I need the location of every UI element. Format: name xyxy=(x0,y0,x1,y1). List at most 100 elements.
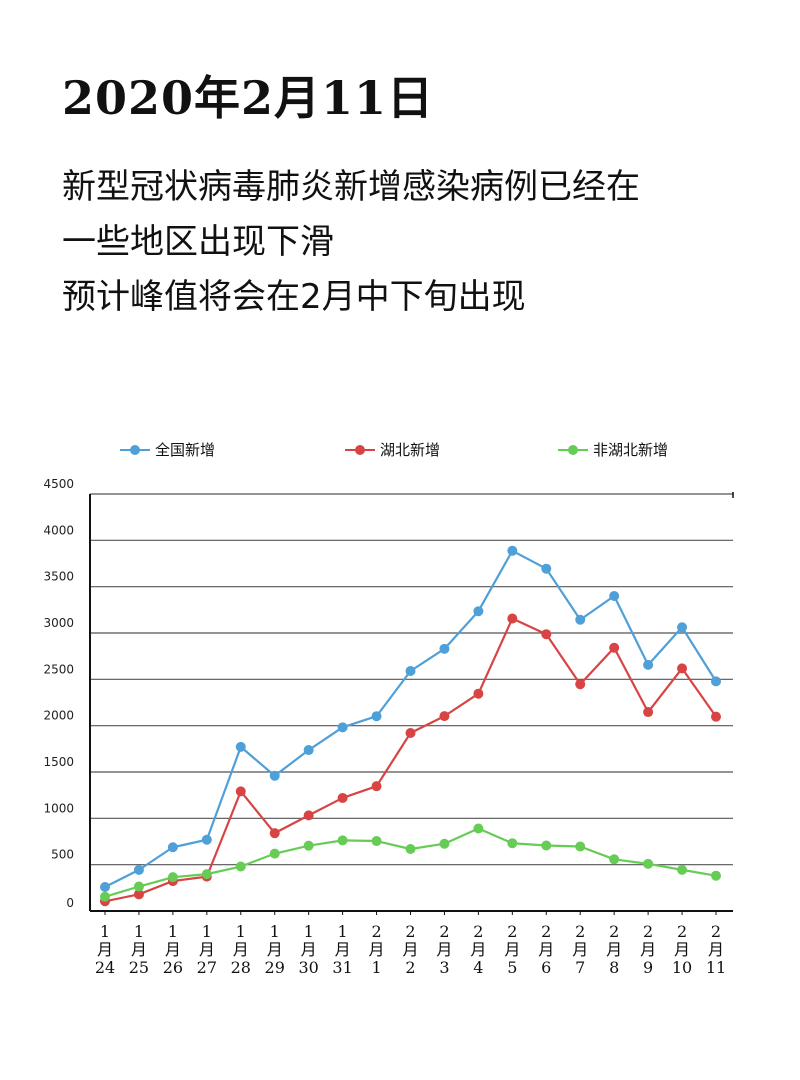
chart-series xyxy=(100,545,721,907)
x-axis-ticks: 1月241月251月261月271月281月291月301月312月12月22月… xyxy=(95,911,726,977)
series-1 xyxy=(100,613,721,907)
x-tick-unit: 月 xyxy=(335,940,351,959)
x-tick-unit: 月 xyxy=(538,940,554,959)
legend-marker xyxy=(568,445,578,455)
x-tick-unit: 月 xyxy=(572,940,588,959)
data-point xyxy=(541,840,552,851)
y-tick-label: 3000 xyxy=(43,616,74,630)
data-point xyxy=(133,889,144,900)
data-point xyxy=(405,727,416,738)
series-line xyxy=(104,617,717,903)
x-tick-unit: 月 xyxy=(436,940,452,959)
data-point xyxy=(201,869,212,880)
x-tick-label: 2月8 xyxy=(606,922,622,977)
data-point xyxy=(609,642,620,653)
x-tick-unit: 月 xyxy=(233,940,249,959)
series-line xyxy=(104,549,717,888)
data-point xyxy=(337,792,348,803)
x-tick-day: 8 xyxy=(609,958,619,977)
x-tick-unit: 月 xyxy=(606,940,622,959)
x-tick-day: 28 xyxy=(231,958,251,977)
x-tick-unit: 月 xyxy=(369,940,385,959)
x-tick-month: 2 xyxy=(371,922,381,941)
legend-label: 非湖北新增 xyxy=(593,441,668,459)
x-tick-month: 1 xyxy=(168,922,178,941)
x-tick-month: 2 xyxy=(507,922,517,941)
y-tick-label: 2500 xyxy=(43,662,74,676)
data-point xyxy=(609,854,620,865)
data-point xyxy=(711,870,721,881)
data-point xyxy=(133,864,144,875)
data-point xyxy=(133,881,144,892)
y-tick-label: 2000 xyxy=(43,709,74,723)
x-tick-month: 2 xyxy=(677,922,687,941)
data-point xyxy=(269,848,280,859)
x-tick-day: 29 xyxy=(265,958,285,977)
data-point xyxy=(643,659,654,670)
data-point xyxy=(371,836,382,847)
legend-item: 非湖北新增 xyxy=(558,441,668,459)
data-point xyxy=(201,834,212,845)
x-tick-label: 2月11 xyxy=(706,922,726,977)
headline-line-3: 预计峰值将会在2月中下旬出现 xyxy=(62,277,526,317)
x-tick-month: 2 xyxy=(575,922,585,941)
data-point xyxy=(711,676,721,687)
data-point xyxy=(677,864,688,875)
x-tick-unit: 月 xyxy=(708,940,724,959)
y-tick-label: 4500 xyxy=(43,477,74,491)
x-tick-label: 2月1 xyxy=(369,922,385,977)
data-point xyxy=(100,881,110,892)
data-point xyxy=(337,835,348,846)
x-tick-month: 2 xyxy=(473,922,483,941)
x-tick-unit: 月 xyxy=(267,940,283,959)
data-point xyxy=(643,707,654,718)
y-tick-label: 3500 xyxy=(43,570,74,584)
data-point xyxy=(643,858,654,869)
x-tick-label: 2月7 xyxy=(572,922,588,977)
x-tick-day: 9 xyxy=(643,958,653,977)
x-tick-label: 2月4 xyxy=(470,922,486,977)
x-tick-label: 2月3 xyxy=(436,922,452,977)
data-point xyxy=(235,741,246,752)
x-tick-label: 2月2 xyxy=(402,922,418,977)
x-tick-month: 1 xyxy=(236,922,246,941)
data-point xyxy=(575,614,586,625)
y-tick-label: 1500 xyxy=(43,755,74,769)
x-tick-month: 2 xyxy=(405,922,415,941)
data-point xyxy=(303,745,314,756)
x-tick-day: 26 xyxy=(163,958,183,977)
data-point xyxy=(405,665,416,676)
data-point xyxy=(439,838,450,849)
data-point xyxy=(235,786,246,797)
headline-line-2: 一些地区出现下滑 xyxy=(62,222,334,262)
y-axis-ticks: 0 500 1000 1500 2000 2500 3000 3500 4000 4500 xyxy=(43,477,74,910)
data-point xyxy=(473,606,484,617)
data-point xyxy=(609,591,620,602)
x-tick-month: 2 xyxy=(711,922,721,941)
x-tick-day: 2 xyxy=(405,958,415,977)
data-point xyxy=(269,828,280,839)
x-tick-month: 2 xyxy=(643,922,653,941)
data-point xyxy=(541,563,552,574)
series-line xyxy=(104,827,717,898)
data-point xyxy=(405,844,416,855)
x-tick-day: 24 xyxy=(95,958,115,977)
x-tick-label: 2月5 xyxy=(504,922,520,977)
headline-line-1: 新型冠状病毒肺炎新增感染病例已经在 xyxy=(62,167,640,207)
x-tick-month: 1 xyxy=(100,922,110,941)
y-tick-label: 1000 xyxy=(43,801,74,815)
data-point xyxy=(541,629,552,640)
data-point xyxy=(371,711,382,722)
x-tick-day: 31 xyxy=(332,958,352,977)
data-point xyxy=(473,823,484,834)
x-tick-unit: 月 xyxy=(640,940,656,959)
x-tick-day: 1 xyxy=(371,958,381,977)
data-point xyxy=(507,838,518,849)
x-tick-unit: 月 xyxy=(402,940,418,959)
legend-item: 湖北新增 xyxy=(345,441,440,459)
x-tick-day: 25 xyxy=(129,958,149,977)
